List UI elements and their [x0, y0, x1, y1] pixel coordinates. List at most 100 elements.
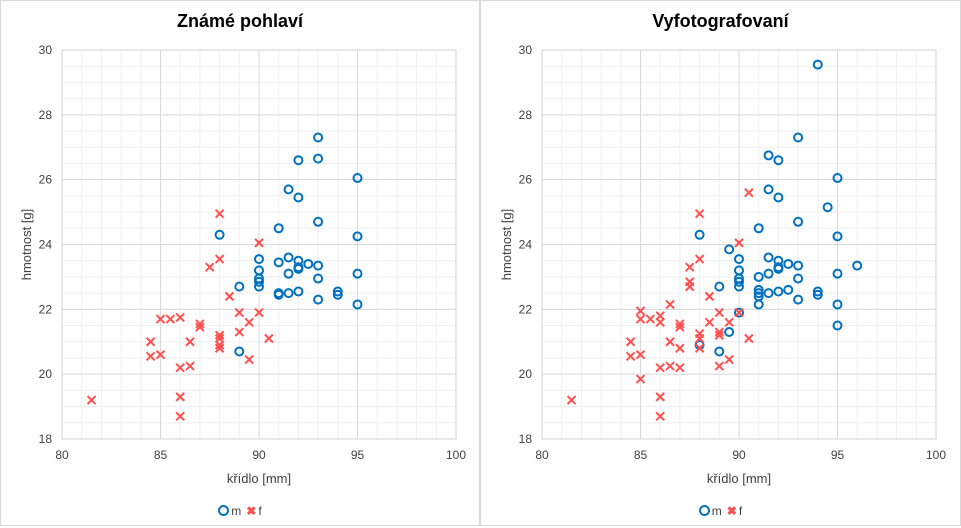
data-point-f [655, 392, 665, 402]
data-point-m [832, 320, 843, 331]
data-point-m [214, 229, 225, 240]
y-tick-label: 24 [39, 238, 53, 252]
data-point-f [734, 238, 744, 248]
data-point-m [793, 273, 804, 284]
data-point-m [734, 254, 744, 265]
legend-label-m: m [231, 503, 242, 518]
data-point-f [675, 319, 685, 329]
y-tick-label: 22 [39, 302, 53, 316]
data-point-m [753, 284, 764, 295]
data-point-f [635, 350, 646, 360]
data-point-f [145, 351, 156, 362]
data-point-m [313, 216, 324, 227]
y-tick-label: 24 [519, 238, 533, 252]
data-point-m [812, 59, 823, 70]
data-point-m [234, 346, 245, 357]
x-tick-label: 85 [154, 448, 168, 462]
data-point-m [283, 288, 294, 299]
y-tick-label: 26 [39, 173, 53, 187]
data-point-f [655, 362, 665, 373]
plot-area [61, 49, 457, 440]
data-point-f [714, 327, 725, 337]
data-point-f [214, 330, 225, 340]
data-point-f [155, 314, 166, 324]
legend-label-f: f [738, 503, 743, 518]
data-point-m [313, 153, 324, 164]
data-point-m [773, 155, 784, 166]
scatter-plot: 80 85 90 95 100 18 20 22 24 26 28 30 křídlo [mm] hmot… [499, 43, 946, 486]
legend-circle-icon [218, 505, 230, 517]
data-point-f [244, 354, 254, 365]
data-point-f [694, 208, 705, 219]
x-axis-label: křídlo [mm] [227, 471, 291, 486]
data-point-m [273, 223, 284, 234]
data-point-m [724, 244, 735, 255]
x-tick-label: 80 [55, 448, 69, 462]
data-point-m [293, 155, 304, 166]
data-point-m [313, 260, 324, 271]
y-axis-label: hmotnost [g] [19, 209, 34, 281]
data-point-m [852, 260, 863, 271]
data-point-f [625, 337, 636, 347]
y-tick-label: 30 [519, 43, 533, 57]
legend-circle-icon [698, 505, 710, 517]
data-point-m [254, 276, 264, 287]
data-point-f [566, 395, 577, 405]
data-point-m [313, 294, 324, 305]
data-point-m [313, 273, 324, 284]
chart-title: Známé pohlaví [176, 11, 304, 31]
legend-x-icon: ✖ [726, 503, 737, 518]
data-point-m [822, 202, 833, 213]
data-point-f [185, 361, 195, 371]
x-tick-label: 95 [351, 448, 365, 462]
data-point-f [214, 340, 225, 350]
data-point-m [352, 299, 363, 310]
data-point-f [694, 333, 705, 344]
data-point-f [704, 291, 715, 302]
data-point-f [195, 319, 205, 329]
data-point-m [734, 281, 744, 292]
data-point-f [165, 314, 176, 324]
data-point-f [744, 187, 754, 198]
x-tick-label: 100 [926, 448, 946, 462]
data-point-m [332, 289, 343, 300]
data-point-f [175, 411, 185, 422]
data-point-f [655, 411, 665, 422]
data-point-m [714, 281, 725, 292]
legend: m ✖ f [481, 503, 960, 518]
data-point-m [793, 132, 804, 143]
data-point-m [812, 289, 823, 300]
data-point-m [734, 307, 744, 318]
x-tick-label: 95 [831, 448, 845, 462]
data-point-m [352, 231, 363, 242]
data-point-f [665, 361, 675, 371]
data-point-m [832, 173, 843, 184]
data-point-f [645, 314, 656, 324]
data-point-f [635, 306, 646, 316]
data-point-m [763, 268, 774, 279]
data-point-f [234, 327, 245, 337]
data-point-f [205, 262, 215, 272]
data-point-m [773, 263, 784, 274]
data-point-m [763, 184, 774, 195]
data-point-f [195, 322, 205, 332]
data-point-f [264, 333, 274, 344]
legend: m ✖ f [1, 503, 479, 518]
data-point-f [244, 317, 254, 328]
data-point-m [254, 281, 264, 292]
data-point-m [783, 284, 794, 295]
data-point-f [214, 254, 225, 264]
data-point-f [635, 374, 646, 384]
data-point-m [352, 268, 363, 279]
data-point-f [675, 322, 685, 332]
data-point-m [273, 289, 284, 300]
data-point-m [753, 223, 764, 234]
data-point-m [793, 294, 804, 305]
chart-title: Vyfotografovaní [652, 11, 789, 31]
x-tick-label: 100 [446, 448, 466, 462]
x-tick-label: 90 [732, 448, 746, 462]
data-point-f [714, 361, 725, 371]
data-point-f [714, 307, 725, 318]
data-point-f [714, 330, 725, 340]
data-point-m [293, 192, 304, 203]
